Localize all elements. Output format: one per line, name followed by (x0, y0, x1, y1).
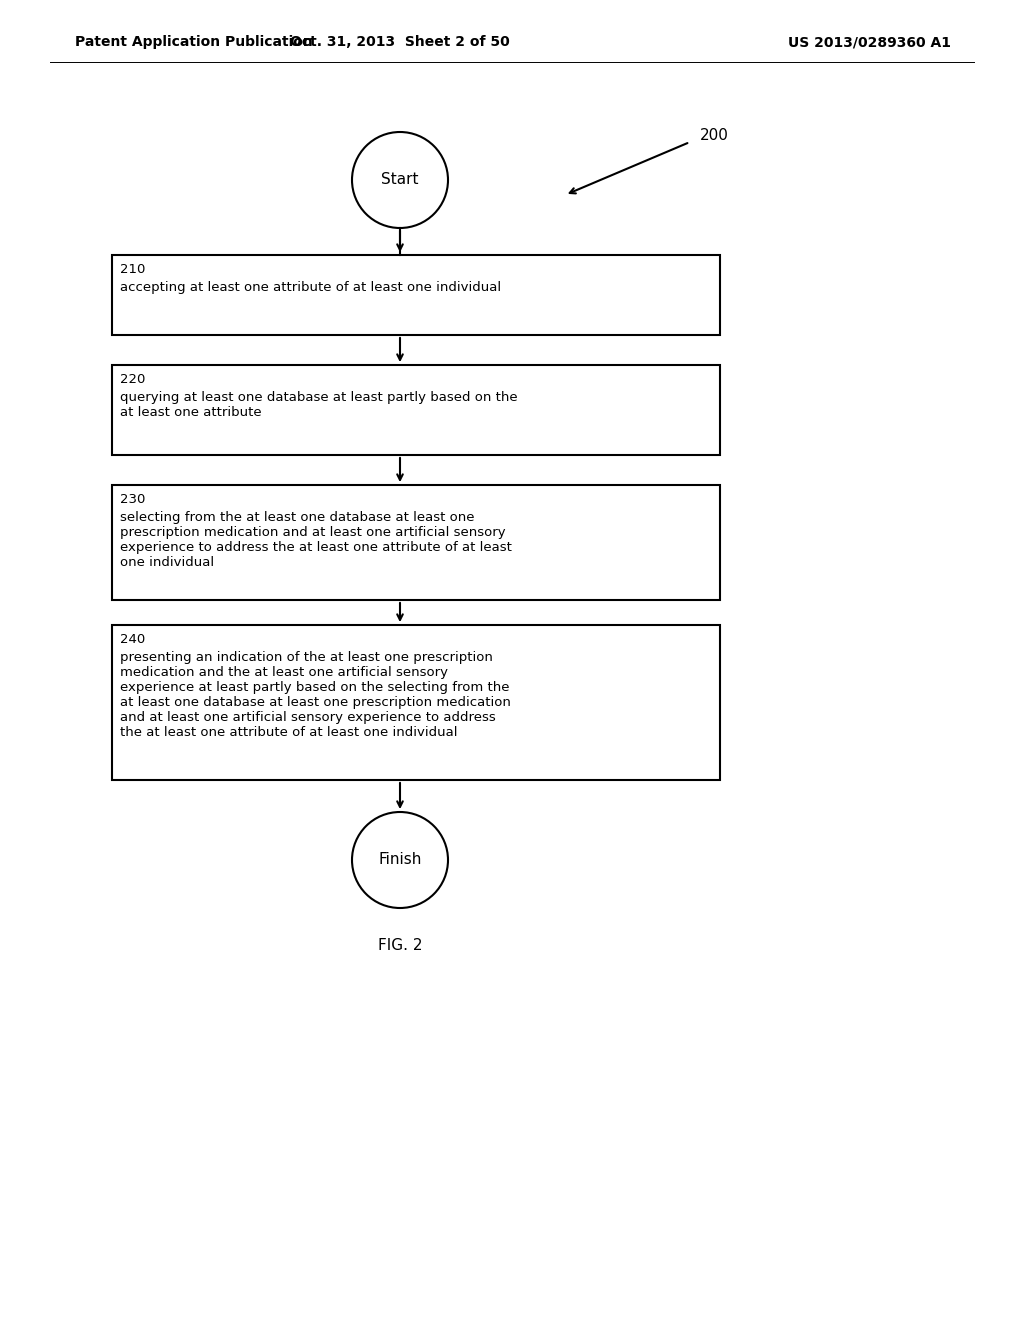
Text: FIG. 2: FIG. 2 (378, 937, 422, 953)
Text: US 2013/0289360 A1: US 2013/0289360 A1 (788, 36, 951, 49)
Text: querying at least one database at least partly based on the
at least one attribu: querying at least one database at least … (120, 391, 517, 418)
Text: Patent Application Publication: Patent Application Publication (75, 36, 312, 49)
Text: 230: 230 (120, 492, 145, 506)
Text: Start: Start (381, 173, 419, 187)
Text: Oct. 31, 2013  Sheet 2 of 50: Oct. 31, 2013 Sheet 2 of 50 (290, 36, 510, 49)
Text: 200: 200 (700, 128, 729, 143)
Text: 210: 210 (120, 263, 145, 276)
Text: accepting at least one attribute of at least one individual: accepting at least one attribute of at l… (120, 281, 501, 294)
Text: 220: 220 (120, 374, 145, 385)
Text: Finish: Finish (378, 853, 422, 867)
Text: selecting from the at least one database at least one
prescription medication an: selecting from the at least one database… (120, 511, 512, 569)
Text: presenting an indication of the at least one prescription
medication and the at : presenting an indication of the at least… (120, 651, 511, 739)
Text: 240: 240 (120, 634, 145, 645)
